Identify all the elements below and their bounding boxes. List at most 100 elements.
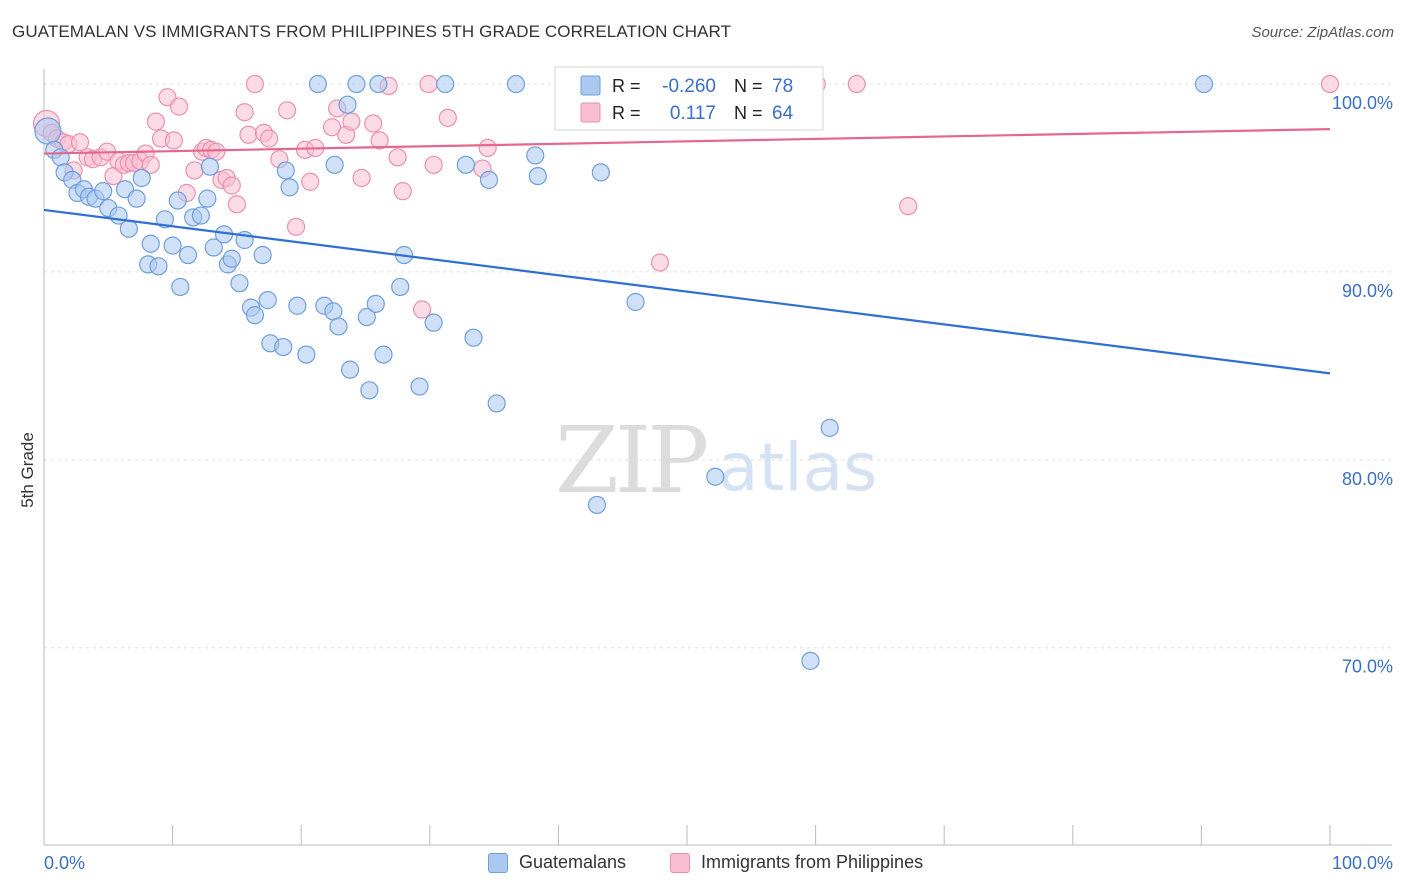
guatemalans-point [801,651,820,670]
stats-r-value-blue: -0.260 [662,76,716,97]
guatemalans-point [325,155,344,174]
guatemalans-point [410,377,429,396]
philippines-point [419,74,438,94]
guatemalans-point [132,168,151,188]
philippines-point [141,155,160,174]
y-axis-label: 5th Grade [18,432,37,508]
philippines-point [424,155,443,174]
stats-swatch-pink [580,102,601,123]
guatemalans-point [464,328,483,347]
guatemalans-point [119,219,138,238]
philippines-point [70,133,90,152]
legend-item-philippines[interactable]: Immigrants from Philippines [670,852,923,873]
guatemalans-point [178,245,198,265]
guatemalans-point [347,74,366,94]
guatemalans-point [127,189,146,208]
philippines-point [322,118,342,137]
guatemalans-point [274,337,293,357]
philippines-point [342,112,361,131]
series-philippines-points [32,74,1340,319]
guatemalans-point [374,345,393,364]
guatemalans-point [230,274,249,293]
guatemalans-point [149,257,168,276]
stats-n-label-pink: N = [734,103,768,123]
guatemalans-point [329,317,348,336]
legend-label-guatemalans: Guatemalans [519,852,627,872]
source-label: Source: ZipAtlas.com [1251,24,1394,41]
y-tick-labels: 100.0% 90.0% 80.0% 70.0% [1332,93,1393,677]
guatemalans-point [706,467,725,486]
stats-n-value-pink: 64 [772,103,794,124]
guatemalans-point [51,148,70,167]
philippines-point [227,195,246,214]
guatemalans-point [1194,74,1214,94]
guatemalans-point [171,277,190,297]
guatemalans-point [276,161,295,180]
trendline-guatemalans [43,208,1331,375]
guatemalans-point [245,306,265,325]
guatemalans-point [424,313,443,332]
guatemalans-point [436,74,455,94]
guatemalans-point [391,277,410,297]
x-tick-labels: 0.0% 100.0% [44,853,1393,873]
stats-r-label-pink: R = [612,103,646,123]
guatemalans-point [94,182,113,201]
philippines-point [393,182,412,201]
trendline-philippines [43,128,1331,155]
guatemalans-point [258,291,277,310]
chart-title: GUATEMALAN VS IMMIGRANTS FROM PHILIPPINE… [12,22,732,41]
trendlines [43,128,1331,375]
guatemalans-point [820,418,839,437]
philippines-point [650,253,670,272]
guatemalans-point [280,178,299,197]
watermark-zip: ZIP [555,407,706,514]
guatemalans-point [200,157,219,176]
guatemalans-point [163,236,182,255]
philippines-point [245,74,265,94]
guatemalans-point [366,294,385,313]
legend-swatch-guatemalans [488,852,508,873]
philippines-point [239,125,258,144]
guatemalans-point [324,302,343,321]
philippines-point [364,114,383,133]
guatemalans-point [338,95,357,114]
guatemalans-point [191,206,210,225]
philippines-point [207,142,226,161]
philippines-point [286,217,306,236]
series-legend: Guatemalans Immigrants from Philippines [0,852,1406,878]
guatemalans-point [360,381,379,400]
y-tick-label: 90.0% [1342,281,1393,301]
guatemalans-point [222,249,241,268]
stats-r-label-blue: R = [612,76,646,96]
legend-label-philippines: Immigrants from Philippines [701,852,924,872]
legend-item-guatemalans[interactable]: Guatemalans [488,852,626,873]
guatemalans-point [526,146,545,165]
stats-r-value-pink: 0.117 [670,103,716,124]
y-tick-label: 70.0% [1342,657,1393,677]
philippines-point [222,176,241,195]
philippines-point [185,161,204,180]
philippines-point [169,97,189,116]
guatemalans-point [587,495,607,515]
guatemalans-point [506,74,526,94]
philippines-point [370,131,389,150]
guatemalans-point [626,292,645,312]
watermark: ZIP atlas [555,407,878,514]
philippines-point [277,101,297,120]
x-tick-label-end: 100.0% [1332,853,1393,873]
guatemalans-point [591,163,610,182]
y-tick-label: 100.0% [1332,93,1393,113]
legend-swatch-philippines [670,852,690,873]
stats-n-value-blue: 78 [772,76,793,97]
guatemalans-point [34,117,62,145]
gridlines [44,83,1392,649]
guatemalans-point [168,191,187,210]
y-tick-label: 80.0% [1342,469,1393,489]
stats-n-label-blue: N = [734,76,768,96]
x-tick-label-start: 0.0% [44,853,85,873]
guatemalans-point [340,360,360,379]
guatemalans-point [528,166,547,186]
guatemalans-point [141,234,160,253]
guatemalans-point [198,189,217,208]
